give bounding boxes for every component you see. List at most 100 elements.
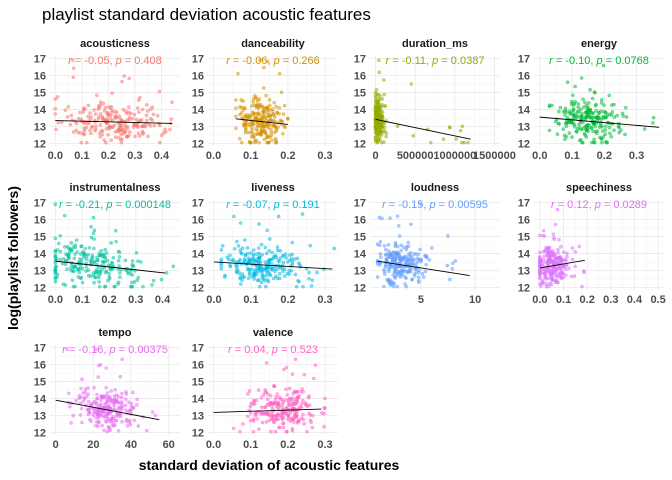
y-tick-label: 16 [34, 71, 46, 83]
data-point [102, 284, 107, 289]
data-point [242, 275, 247, 279]
data-point [300, 401, 304, 406]
data-point [100, 129, 105, 133]
data-point [225, 255, 230, 260]
x-tick-label: 0.1 [243, 294, 258, 306]
data-point [97, 269, 102, 274]
data-point [301, 412, 305, 417]
point-cloud [538, 207, 586, 289]
data-point [281, 112, 286, 116]
x-tick-label: 500000 [397, 150, 434, 162]
data-point [78, 110, 82, 115]
data-point [96, 107, 101, 111]
data-point [406, 240, 411, 245]
data-point [298, 263, 302, 267]
data-point [394, 267, 399, 271]
data-point [58, 249, 63, 254]
data-point [262, 125, 266, 129]
r-value: = 0.04, [232, 344, 272, 356]
data-point [144, 113, 149, 118]
data-point [91, 401, 96, 406]
panel-title: energy [581, 38, 618, 50]
data-point [72, 256, 77, 261]
data-point [294, 389, 299, 394]
x-tick-label: 0.0 [206, 150, 221, 162]
data-point [91, 413, 95, 417]
data-point [391, 257, 395, 261]
data-point [397, 234, 402, 238]
data-point [243, 252, 248, 257]
data-point [232, 214, 236, 219]
data-point [271, 112, 276, 117]
data-point [254, 104, 259, 108]
data-point [284, 398, 288, 402]
major-grid [50, 345, 180, 435]
data-point [109, 240, 114, 245]
data-point [286, 116, 290, 121]
data-point [572, 101, 577, 106]
data-point [377, 70, 382, 75]
data-point [107, 428, 112, 433]
data-point [423, 269, 428, 274]
data-point [269, 266, 274, 271]
data-point [124, 392, 129, 396]
data-point [119, 395, 124, 400]
data-point [98, 100, 103, 105]
y-tick-label: 12 [518, 138, 530, 150]
data-point [309, 284, 314, 288]
data-point [68, 122, 73, 127]
data-point [395, 256, 399, 261]
y-tick-label: 14 [354, 104, 367, 116]
data-point [255, 417, 259, 421]
data-point [424, 262, 428, 267]
x-tick-label: 5 [418, 294, 424, 306]
data-point [280, 411, 285, 415]
data-point [95, 258, 100, 262]
data-point [601, 116, 606, 120]
data-point [538, 254, 542, 259]
data-point [296, 420, 300, 425]
data-point [276, 258, 280, 263]
y-tick-label: 14 [518, 248, 531, 260]
data-point [263, 267, 267, 272]
trend-line [375, 118, 471, 140]
y-tick-label: 12 [354, 138, 366, 150]
data-point [382, 244, 387, 248]
data-point [564, 121, 569, 126]
y-tick-label: 12 [192, 138, 204, 150]
y-tick-label: 15 [354, 232, 366, 244]
data-point [300, 387, 304, 391]
data-point [265, 228, 270, 233]
data-point [284, 387, 288, 392]
data-point [277, 395, 282, 400]
data-point [260, 129, 264, 133]
data-point [564, 273, 568, 278]
data-point [579, 127, 584, 132]
data-point [416, 270, 421, 275]
data-point [79, 244, 84, 248]
data-point [251, 429, 256, 434]
data-point [116, 280, 121, 285]
panel-title: instrumentalness [69, 182, 160, 194]
data-point [94, 400, 99, 405]
r-symbol: r [228, 344, 233, 356]
data-point [117, 255, 122, 259]
data-point [74, 238, 79, 243]
data-point [266, 140, 270, 145]
data-point [281, 269, 285, 274]
data-point [254, 412, 258, 416]
data-point [256, 278, 261, 282]
data-point [248, 122, 253, 126]
data-point [570, 135, 574, 139]
data-point [307, 411, 312, 416]
data-point [111, 255, 116, 260]
data-point [588, 108, 592, 113]
r-symbol: r [59, 199, 64, 211]
p-value: = 0.00375 [116, 344, 168, 356]
data-point [419, 202, 423, 207]
data-point [378, 137, 382, 142]
data-point [555, 274, 559, 279]
data-point [82, 132, 86, 137]
panel-title: tempo [99, 327, 132, 339]
data-point [116, 249, 121, 254]
